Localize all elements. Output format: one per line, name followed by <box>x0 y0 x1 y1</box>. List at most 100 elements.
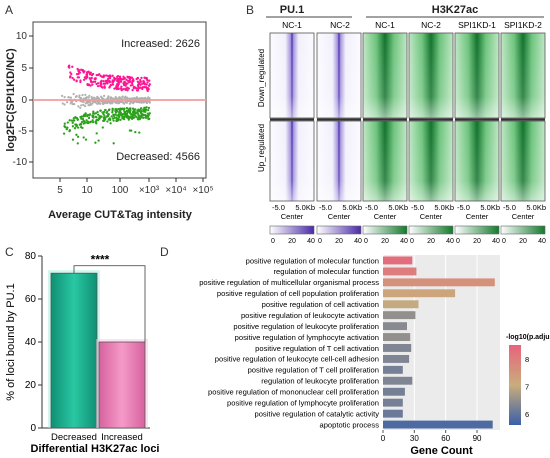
scatter-point-increased <box>79 80 82 84</box>
heatmap-border <box>454 120 500 202</box>
scatter-point-neutral <box>104 101 107 104</box>
panel-a-xtick: 5 <box>57 185 63 196</box>
heatmap-axis-right: 5.0Kb <box>342 203 362 212</box>
panel-c-ytick-label: 20 <box>25 380 37 391</box>
scatter-point-decreased <box>132 108 135 112</box>
scatter-point-decreased <box>123 115 127 118</box>
panel-d-bar <box>383 365 403 374</box>
heatmap-border <box>408 32 454 119</box>
scatter-point-increased <box>125 78 128 81</box>
panel-d-bar <box>383 278 495 287</box>
colorbar-tick: 20 <box>519 238 527 245</box>
panel-d-bar <box>383 355 410 363</box>
panel-d-xtick-label: 60 <box>441 434 450 443</box>
scatter-point-neutral <box>115 97 118 100</box>
colorbar-tick: 20 <box>473 238 481 245</box>
scatter-point-neutral <box>79 106 82 109</box>
panel-d-bar-chart: positive regulation of molecular functio… <box>199 255 550 457</box>
scatter-point-increased <box>131 88 134 92</box>
scatter-point-increased <box>135 89 139 92</box>
scatter-point-increased <box>117 77 121 80</box>
scatter-point-increased <box>96 84 100 88</box>
panel-d: D positive regulation of molecular funct… <box>160 245 550 457</box>
scatter-point-neutral <box>63 103 66 106</box>
scatter-point-decreased <box>72 117 75 120</box>
panel-a-xtick: ×10⁴ <box>165 185 186 196</box>
scatter-point-increased <box>130 81 134 85</box>
scatter-point-neutral <box>61 94 64 97</box>
panel-a-increased-label: Increased: 2626 <box>121 38 200 50</box>
heatmap-border <box>362 32 408 119</box>
panel-a-ytick: 0 <box>21 95 27 106</box>
panel-d-bar <box>383 333 411 341</box>
scatter-point-decreased <box>71 121 74 124</box>
scatter-point-decreased <box>82 136 85 139</box>
panel-a-ytick: -10 <box>13 157 28 168</box>
scatter-point-increased <box>138 81 141 84</box>
scatter-point-increased <box>70 72 73 76</box>
scatter-point-decreased <box>148 112 151 115</box>
heatmap-axis-right: 5.0Kb <box>526 203 546 212</box>
scatter-point-decreased <box>138 117 142 120</box>
panel-d-category-label: positive regulation of leukocyte cell-ce… <box>215 355 379 364</box>
scatter-point-decreased <box>76 135 80 138</box>
scatter-point-increased <box>129 84 132 87</box>
panel-d-category-label: positive regulation of multicellular org… <box>199 278 379 287</box>
scatter-point-increased <box>75 80 78 83</box>
colorbar <box>362 225 408 235</box>
scatter-point-decreased <box>103 114 106 117</box>
scatter-point-decreased <box>140 107 143 110</box>
scatter-point-decreased <box>86 120 90 123</box>
scatter-point-increased <box>77 70 81 74</box>
scatter-point-neutral <box>94 100 97 103</box>
scatter-point-neutral <box>78 94 81 97</box>
scatter-point-increased <box>132 79 135 83</box>
heatmap-fade <box>455 33 499 118</box>
scatter-point-decreased <box>81 126 84 130</box>
scatter-point-increased <box>117 82 120 86</box>
panel-d-bar <box>383 344 412 352</box>
scatter-point-neutral <box>103 94 106 97</box>
panel-d-xlabel: Gene Count <box>410 445 473 457</box>
scatter-point-decreased <box>112 119 115 122</box>
scatter-point-neutral <box>81 94 84 97</box>
scatter-point-decreased <box>115 116 118 119</box>
scatter-point-neutral <box>101 96 104 100</box>
scatter-point-increased <box>144 76 147 80</box>
panel-d-category-label: positive regulation of cell population p… <box>217 289 379 298</box>
scatter-point-increased <box>141 87 144 91</box>
heatmap-axis-left: -5.0 <box>503 203 516 212</box>
heatmap-border <box>500 120 546 202</box>
heatmap-border <box>408 120 454 202</box>
scatter-point-increased <box>90 81 93 84</box>
scatter-point-decreased <box>111 107 114 111</box>
scatter-point-decreased <box>143 106 146 109</box>
scatter-point-neutral <box>80 104 83 107</box>
scatter-point-increased <box>100 82 103 86</box>
scatter-point-decreased <box>86 114 89 118</box>
panel-a-ylabel: log2FC(SPI1KD/NC) <box>5 48 17 152</box>
colorbar <box>500 225 546 235</box>
colorbar-tick: 0 <box>502 238 506 245</box>
scatter-point-neutral <box>72 92 75 96</box>
scatter-point-increased <box>145 83 148 86</box>
scatter-point-increased <box>135 77 138 81</box>
scatter-point-increased <box>91 83 94 86</box>
panel-c-significance-stars: **** <box>91 253 110 267</box>
scatter-point-decreased <box>143 108 147 111</box>
scatter-point-decreased <box>68 119 71 122</box>
scatter-point-decreased <box>81 117 85 121</box>
scatter-point-increased <box>82 78 86 81</box>
scatter-point-increased <box>100 79 103 82</box>
scatter-point-increased <box>77 76 81 79</box>
scatter-point-increased <box>146 81 149 84</box>
panel-d-category-label: positive regulation of cell activation <box>262 300 379 309</box>
panel-d-category-label: apoptotic process <box>319 420 379 429</box>
panel-c-ylabel: % of loci bound by PU.1 <box>5 283 17 400</box>
scatter-point-increased <box>134 87 138 90</box>
scatter-point-increased <box>77 72 80 76</box>
colorbar-tick: 0 <box>410 238 414 245</box>
panel-a-ytick: 5 <box>21 63 27 74</box>
scatter-point-decreased <box>92 116 95 119</box>
